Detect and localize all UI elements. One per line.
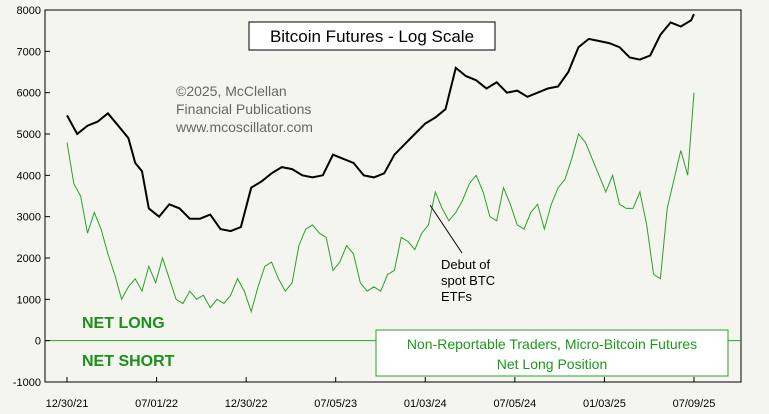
- annotation-line-2: spot BTC: [441, 273, 495, 288]
- legend-line-1: Non-Reportable Traders, Micro-Bitcoin Fu…: [407, 336, 697, 352]
- x-tick-label: 01/03/25: [583, 398, 626, 410]
- annotation-line-1: Debut of: [441, 257, 491, 272]
- y-axis: -1000 0 1000 2000 3000 4000 5000 6000 7000 8000: [13, 5, 50, 389]
- y-tick-label: 3000: [17, 212, 41, 224]
- series-net-long-position-line: [66, 92, 695, 314]
- y-tick-label: -1000: [13, 377, 41, 389]
- annotation-line-3: ETFs: [441, 289, 473, 304]
- y-tick-label: 1000: [17, 294, 41, 306]
- title-box: [248, 21, 496, 51]
- legend-box: [375, 329, 729, 377]
- x-tick-label: 07/05/24: [493, 398, 536, 410]
- plot-frame: [44, 9, 742, 383]
- copyright-line-2: Financial Publications: [176, 101, 311, 117]
- x-tick-label: 07/09/25: [673, 398, 716, 410]
- copyright-line-3: www.mcoscillator.com: [175, 119, 313, 135]
- y-tick-label: 0: [35, 336, 41, 348]
- net-short-label: NET SHORT: [82, 353, 175, 370]
- y-tick-label: 7000: [17, 46, 41, 58]
- x-tick-label: 01/03/24: [404, 398, 447, 410]
- x-tick-label: 07/01/22: [135, 398, 178, 410]
- x-tick-label: 12/30/22: [225, 398, 268, 410]
- y-tick-label: 8000: [17, 5, 41, 17]
- y-tick-label: 2000: [17, 253, 41, 265]
- copyright-line-1: ©2025, McClellan: [176, 83, 287, 99]
- y-tick-label: 6000: [17, 88, 41, 100]
- x-axis: 12/30/21 07/01/22 12/30/22 07/05/23 01/03/24…: [46, 377, 716, 410]
- x-tick-label: 07/05/23: [314, 398, 357, 410]
- series-bitcoin-futures-line: [66, 13, 695, 233]
- x-tick-label: 12/30/21: [46, 398, 89, 410]
- chart-title: Bitcoin Futures - Log Scale: [270, 27, 474, 46]
- annotation-pointer: [429, 204, 463, 254]
- legend-line-2: Net Long Position: [497, 356, 608, 372]
- y-tick-label: 5000: [17, 129, 41, 141]
- y-tick-label: 4000: [17, 170, 41, 182]
- net-long-label: NET LONG: [82, 315, 165, 332]
